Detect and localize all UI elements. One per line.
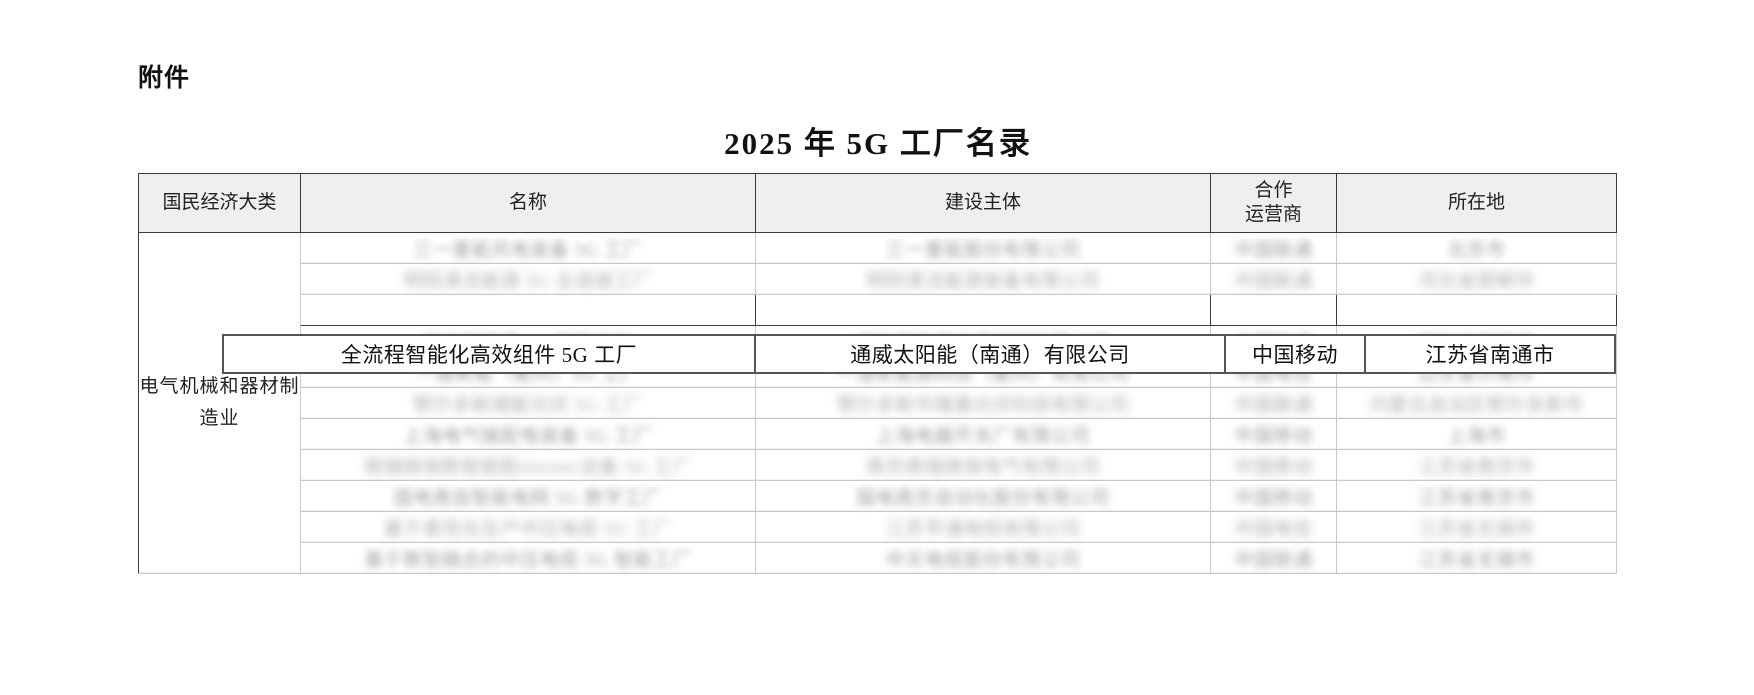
factory-table: 国民经济大类 名称 建设主体 合作 运营商 所在地 电气机械和器材制造业 三一重能… (138, 173, 1617, 574)
attachment-label: 附件 (138, 63, 191, 92)
table-row: 南瑞继保数智能配electric设备 5G 工厂 南京南瑞继保电气有限公司 中国移动… (139, 449, 1617, 481)
cell-name: 三一重能风电装备 5G 工厂 (300, 232, 756, 264)
cell-operator: 中国联通 (1210, 263, 1337, 295)
cell-name: 鄂尔多斯储能光伏 5G 工厂 (300, 387, 756, 419)
cell-name: 南瑞继保数智能配electric设备 5G 工厂 (300, 449, 756, 481)
cell-name: 上海电气输配电装备 5G 工厂 (300, 418, 756, 450)
cell-location: 江苏省南京市 (1336, 449, 1617, 481)
cell-operator: 中国电信 (1210, 511, 1337, 543)
table-row: 电气机械和器材制造业 三一重能风电装备 5G 工厂 三一重能股份有限公司 中国联通 北京… (138, 232, 1617, 574)
cell-location: 江苏省南京市 (1336, 480, 1617, 512)
column-header-entity: 建设主体 (755, 173, 1211, 233)
cell-operator-text: 中国联通 (1234, 239, 1313, 261)
cell-location: 江苏省无锡市 (1336, 511, 1617, 543)
cell-entity: 明阳清洁能源装备有限公司 (755, 263, 1211, 295)
cell-location-text: 江苏省无锡市 (1417, 549, 1535, 571)
cell-entity-text: 江苏亨通电缆有限公司 (885, 518, 1081, 540)
cell-entity: 南京南瑞继保电气有限公司 (755, 449, 1211, 481)
cell-operator: 中国移动 (1210, 449, 1337, 481)
table-row: 鄂尔多斯储能光伏 5G 工厂 鄂尔多斯市隆基光伏科技有限公司 中国联通 内蒙古自治区鄂… (139, 387, 1617, 419)
cell-location-text: 河北省邯郸市 (1417, 270, 1535, 292)
cell-entity: 上海电器开关厂有限公司 (755, 418, 1211, 450)
table-row: 国电南自智能电网 5G 数字工厂 国电南京自动化股份有限公司 中国移动 江苏省南京市 (139, 480, 1617, 512)
cell-operator-text: 中国联通 (1234, 549, 1313, 571)
cell-entity-text: 中天电缆股份有限公司 (885, 549, 1081, 571)
cell-location-text: 江苏省南京市 (1417, 456, 1535, 478)
cell-entity-text: 明阳清洁能源装备有限公司 (865, 270, 1100, 292)
cell-name-text: 国电南自智能电网 5G 数字工厂 (393, 487, 663, 509)
table-row: 明阳清洁能源 5G 全连接工厂 明阳清洁能源装备有限公司 中国联通 河北省邯郸市 (139, 263, 1617, 295)
cell-operator: 中国移动 (1210, 480, 1337, 512)
cell-entity: 国电南京自动化股份有限公司 (755, 480, 1211, 512)
table-row: 基于柔性化生产中压电缆 5G 工厂 江苏亨通电缆有限公司 中国电信 江苏省无锡市 (139, 511, 1617, 543)
cell-operator-text: 中国联通 (1234, 394, 1313, 416)
cell-entity-text: 鄂尔多斯市隆基光伏科技有限公司 (836, 394, 1130, 416)
column-header-operator: 合作 运营商 (1210, 173, 1337, 233)
cell-operator: 中国联通 (1210, 387, 1337, 419)
table-header: 国民经济大类 名称 建设主体 合作 运营商 所在地 (138, 173, 1617, 233)
table-header-row: 国民经济大类 名称 建设主体 合作 运营商 所在地 (138, 173, 1617, 233)
highlighted-row-callout: 全流程智能化高效组件 5G 工厂 通威太阳能（南通）有限公司 中国移动 江苏省南… (222, 334, 1616, 374)
cell-operator-text: 中国移动 (1234, 487, 1313, 509)
cell-name-text: 明阳清洁能源 5G 全连接工厂 (403, 270, 653, 292)
table-body: 电气机械和器材制造业 三一重能风电装备 5G 工厂 三一重能股份有限公司 中国联通 北京… (138, 232, 1617, 574)
cell-name-text: 基于柔性化生产中压电缆 5G 工厂 (383, 518, 673, 540)
callout-cell-location: 江苏省南通市 (1364, 336, 1614, 372)
factory-table-container: 国民经济大类 名称 建设主体 合作 运营商 所在地 电气机械和器材制造业 三一重能… (138, 173, 1617, 574)
cell-operator-text: 中国电信 (1234, 518, 1313, 540)
cell-location-text: 内蒙古自治区鄂尔多斯市 (1369, 394, 1584, 416)
column-header-name: 名称 (300, 173, 756, 233)
cell-operator: 中国联通 (1210, 542, 1337, 574)
page-title: 2025 年 5G 工厂名录 (724, 126, 1032, 161)
callout-cell-operator: 中国移动 (1224, 336, 1364, 372)
cell-entity-text: 三一重能股份有限公司 (885, 239, 1081, 261)
cell-operator: 中国移动 (1210, 294, 1337, 326)
cell-entity-text: 南京南瑞继保电气有限公司 (865, 456, 1100, 478)
callout-cell-name: 全流程智能化高效组件 5G 工厂 (224, 336, 754, 372)
cell-location: 江苏省无锡市 (1336, 542, 1617, 574)
cell-location-text: 上海市 (1447, 425, 1506, 447)
cell-location-text: 北京市 (1447, 239, 1506, 261)
cell-entity: 通威太阳能（南通）有限公司 (755, 294, 1211, 326)
cell-operator-text: 中国移动 (1234, 425, 1313, 447)
cell-entity-text: 国电南京自动化股份有限公司 (856, 487, 1110, 509)
cell-name: 基于柔性化生产中压电缆 5G 工厂 (300, 511, 756, 543)
cell-entity: 江苏亨通电缆有限公司 (755, 511, 1211, 543)
cell-operator: 中国移动 (1210, 418, 1337, 450)
cell-entity: 中天电缆股份有限公司 (755, 542, 1211, 574)
column-header-industry: 国民经济大类 (138, 173, 301, 233)
cell-name-text: 鄂尔多斯储能光伏 5G 工厂 (413, 394, 643, 416)
cell-location-text: 江苏省无锡市 (1417, 518, 1535, 540)
table-row: 基于数智融合的中压电缆 5G 智能工厂 中天电缆股份有限公司 中国联通 江苏省无锡市 (139, 542, 1617, 574)
cell-name-text: 南瑞继保数智能配electric设备 5G 工厂 (363, 456, 693, 478)
cell-name: 基于数智融合的中压电缆 5G 智能工厂 (300, 542, 756, 574)
cell-name-text: 上海电气输配电装备 5G 工厂 (403, 425, 653, 447)
cell-entity: 三一重能股份有限公司 (755, 232, 1211, 264)
cell-operator: 中国联通 (1210, 232, 1337, 264)
table-row: 上海电气输配电装备 5G 工厂 上海电器开关厂有限公司 中国移动 上海市 (139, 418, 1617, 450)
cell-name-text: 三一重能风电装备 5G 工厂 (413, 239, 643, 261)
cell-location: 内蒙古自治区鄂尔多斯市 (1336, 387, 1617, 419)
cell-name: 国电南自智能电网 5G 数字工厂 (300, 480, 756, 512)
cell-location: 北京市 (1336, 232, 1617, 264)
cell-location-text: 江苏省南京市 (1417, 487, 1535, 509)
cell-location: 江苏省南通市 (1336, 294, 1617, 326)
cell-location: 河北省邯郸市 (1336, 263, 1617, 295)
cell-location: 上海市 (1336, 418, 1617, 450)
industry-group-cell: 电气机械和器材制造业 (138, 232, 301, 574)
cell-name: 全流程智能化高效组件 5G 工厂 (300, 294, 756, 326)
cell-name: 明阳清洁能源 5G 全连接工厂 (300, 263, 756, 295)
column-header-operator-line2: 运营商 (1244, 204, 1302, 225)
cell-name-text: 基于数智融合的中压电缆 5G 智能工厂 (364, 549, 692, 571)
column-header-operator-line1: 合作 (1254, 179, 1293, 201)
cell-operator-text: 中国移动 (1234, 456, 1313, 478)
cell-entity-text: 上海电器开关厂有限公司 (875, 425, 1091, 447)
cell-operator-text: 中国联通 (1234, 270, 1313, 292)
cell-entity: 鄂尔多斯市隆基光伏科技有限公司 (755, 387, 1211, 419)
callout-cell-entity: 通威太阳能（南通）有限公司 (754, 336, 1224, 372)
column-header-location: 所在地 (1336, 173, 1617, 233)
